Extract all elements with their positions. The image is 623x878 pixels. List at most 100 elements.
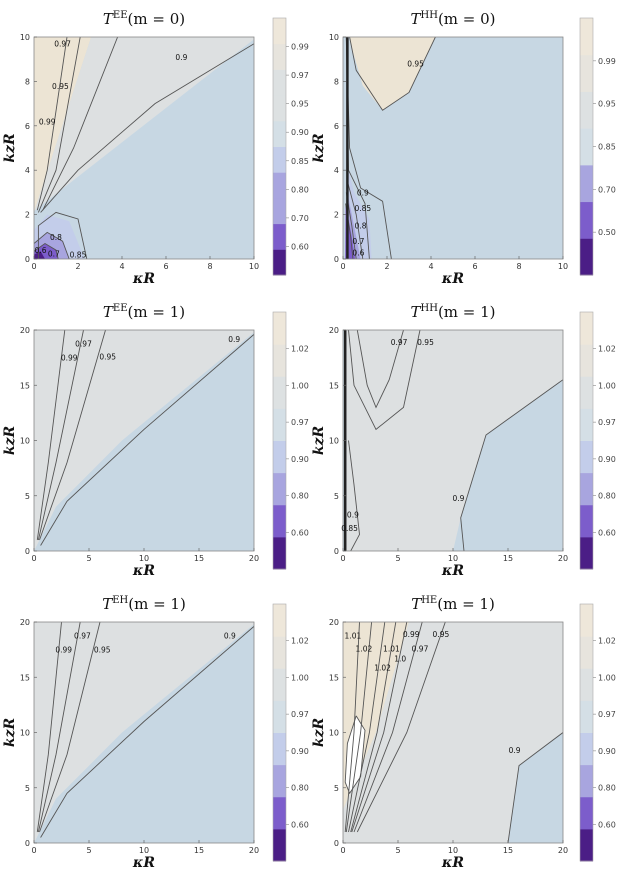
colorbar-band [580,536,593,570]
colorbar-band [273,504,286,538]
colorbar-tick-label: 1.00 [598,673,616,682]
x-axis-label: κR [441,563,464,579]
panel-title: TEH(m = 1) [102,595,186,613]
x-tick-label: 20 [558,554,568,563]
x-tick-label: 5 [395,846,400,855]
contour-label: 0.95 [94,646,111,655]
contour-label: 0.85 [341,524,358,533]
contour-label: 0.85 [70,251,87,260]
colorbar-tick-label: 0.99 [291,43,309,52]
colorbar-frame [272,603,287,862]
x-tick-label: 5 [395,554,400,563]
y-tick-label: 2 [334,211,339,220]
colorbar-tick-label: 0.99 [598,57,616,66]
y-tick-label: 20 [329,618,339,627]
contour-line [37,37,81,213]
contour-panel: TEH(m = 1)0.990.970.950.90 5 10 15 200510152… [2,595,309,871]
colorbar-band [580,668,593,701]
colorbar-band [273,700,286,733]
colorbar-frame [579,603,594,862]
colorbar-band [580,91,593,129]
colorbar-band [273,18,286,45]
y-tick-label: 8 [25,77,30,86]
contour-label: 0.7 [48,249,60,258]
y-tick-label: 15 [329,381,339,390]
contour-line [348,440,360,551]
y-axis-label: kzR [2,718,18,747]
x-tick-label: 2 [75,262,80,271]
x-tick-label: 10 [139,846,149,855]
colorbar-band [273,636,286,669]
colorbar-tick-label: 1.02 [598,637,616,646]
colorbar-band [580,201,593,239]
y-tick-label: 20 [20,618,30,627]
colorbar-tick-label: 0.90 [291,128,309,137]
x-tick-label: 10 [448,846,458,855]
y-tick-label: 5 [334,492,339,501]
colorbar-tick-label: 1.02 [291,345,309,354]
contour-line [40,334,254,546]
x-axis-label: κR [132,271,155,287]
y-tick-label: 5 [25,492,30,501]
y-tick-label: 5 [334,784,339,793]
x-tick-label: 2 [384,262,389,271]
panel-title: TEE(m = 0) [103,10,185,28]
colorbar-tick-label: 0.97 [291,418,309,427]
colorbar-band [580,472,593,506]
contour-label: 1.02 [374,663,391,672]
colorbar-tick-label: 0.60 [291,242,309,251]
y-axis-label: kzR [2,133,18,162]
x-tick-label: 0 [340,846,345,855]
colorbar-band [580,376,593,409]
colorbar-band [273,440,286,474]
colorbar-band [273,732,286,766]
x-tick-label: 0 [340,262,345,271]
y-axis-label: kzR [311,426,327,455]
x-tick-label: 8 [516,262,521,271]
colorbar-band [273,472,286,506]
y-tick-label: 15 [20,381,30,390]
contour-line [344,715,366,795]
colorbar-band [580,796,593,830]
contour-label: 1.01 [383,645,400,654]
x-tick-label: 20 [249,846,259,855]
x-tick-label: 5 [86,554,91,563]
contour-line [37,211,88,259]
colorbar-tick-label: 0.70 [291,214,309,223]
contour-line [346,181,364,259]
contour-label: 0.9 [357,188,369,197]
x-axis-label: κR [441,855,464,871]
contour-line [36,622,62,833]
contour-label: 0.6 [352,248,364,257]
x-tick-label: 10 [558,262,568,271]
contour-label: 0.9 [509,746,521,755]
y-tick-label: 10 [329,729,339,738]
x-axis-label: κR [441,271,464,287]
contour-line [349,37,436,111]
colorbar-tick-label: 0.85 [291,157,309,166]
colorbar-tick-label: 0.60 [291,820,309,829]
contour-region [343,330,563,551]
colorbar-tick-label: 0.97 [598,418,616,427]
contour-label: 0.97 [412,645,429,654]
y-tick-label: 4 [25,166,30,175]
contour-line [351,622,408,833]
colorbar-band [580,238,593,276]
contour-label: 0.95 [407,60,424,69]
colorbar-band [273,146,286,173]
contour-label: 0.95 [417,338,434,347]
colorbar-frame [272,311,287,570]
colorbar-band [273,95,286,122]
colorbar-frame [272,17,287,276]
colorbar-band [580,700,593,733]
y-tick-label: 0 [334,839,339,848]
contour-label: 0.99 [403,630,420,639]
x-tick-label: 10 [249,262,259,271]
x-tick-label: 15 [194,554,204,563]
colorbar-band [273,796,286,830]
contour-line [39,330,106,541]
x-tick-label: 20 [249,554,259,563]
colorbar-band [273,43,286,70]
colorbar-band [273,828,286,862]
x-tick-label: 6 [472,262,477,271]
